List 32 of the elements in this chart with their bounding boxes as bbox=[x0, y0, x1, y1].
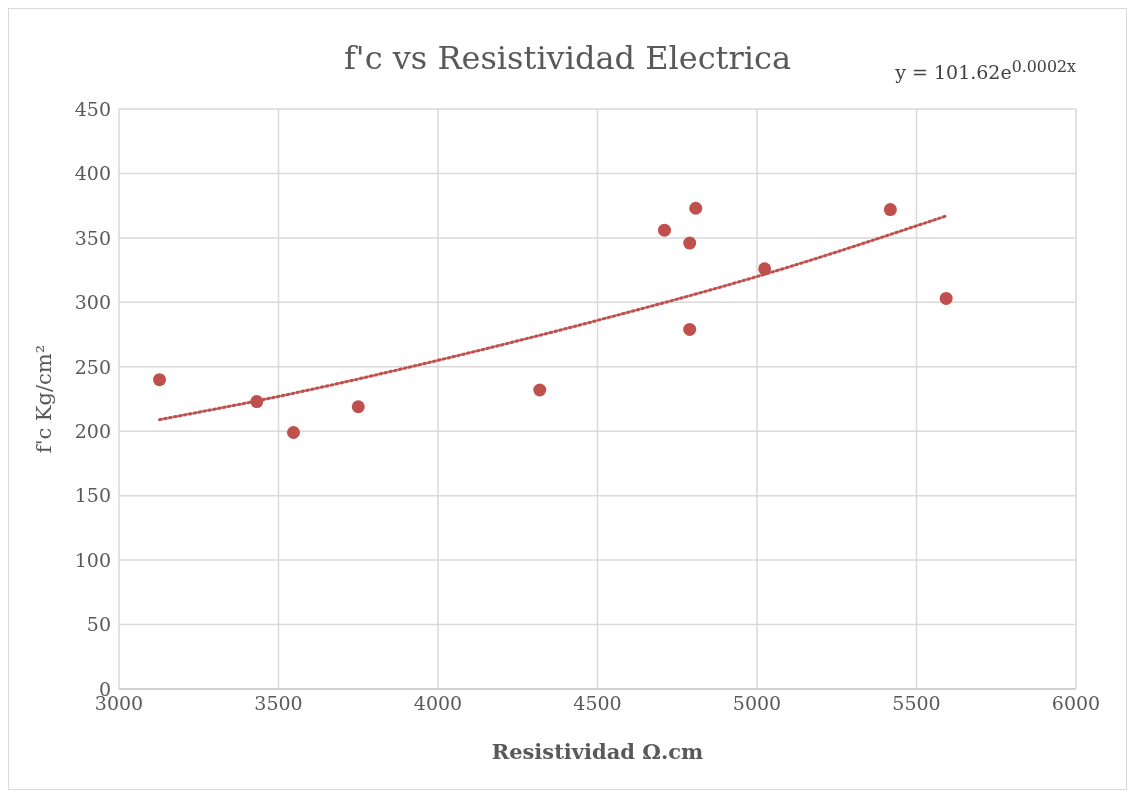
point bbox=[286, 426, 300, 440]
y-tick-label: 150 bbox=[74, 484, 111, 507]
x-tick-label: 5000 bbox=[732, 692, 782, 715]
y-tick-label: 200 bbox=[74, 419, 111, 442]
y-tick-label: 250 bbox=[74, 355, 111, 378]
point bbox=[883, 203, 897, 217]
x-tick-label: 4500 bbox=[573, 692, 622, 715]
x-tick-label: 5500 bbox=[892, 692, 941, 715]
point bbox=[689, 201, 703, 215]
y-tick-label: 50 bbox=[86, 613, 111, 636]
point bbox=[533, 383, 547, 397]
point bbox=[250, 395, 264, 409]
point bbox=[351, 400, 365, 414]
point bbox=[153, 373, 167, 387]
y-tick-label: 400 bbox=[74, 162, 111, 185]
point bbox=[939, 291, 953, 305]
y-axis-title: f'c Kg/cm² bbox=[32, 344, 57, 454]
point bbox=[683, 322, 697, 336]
text: y = 101.62e$^{0.0002x}$ bbox=[895, 57, 1076, 84]
chart-title: f'c vs Resistividad Electrica bbox=[344, 39, 791, 77]
x-tick-label: 6000 bbox=[1051, 692, 1101, 715]
y-tick-label: 300 bbox=[74, 291, 111, 314]
point bbox=[683, 236, 697, 250]
x-tick-label: 4000 bbox=[413, 692, 463, 715]
x-tick-label: 3500 bbox=[254, 692, 303, 715]
y-tick-label: 350 bbox=[74, 226, 111, 249]
point bbox=[758, 262, 772, 276]
y-tick-label: 450 bbox=[74, 97, 111, 120]
y-tick-label: 100 bbox=[74, 548, 111, 571]
x-axis-title: Resistividad Ω.cm bbox=[491, 739, 704, 764]
point bbox=[657, 223, 671, 237]
line-series bbox=[158, 214, 948, 422]
